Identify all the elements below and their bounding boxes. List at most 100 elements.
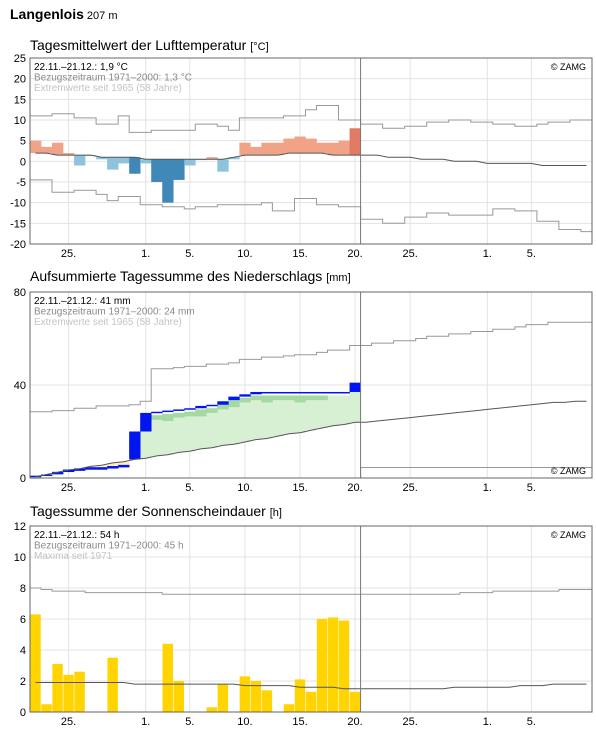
x-tick-label: 10. <box>237 482 252 494</box>
extreme-max-line <box>30 587 592 595</box>
sunshine-bar <box>217 684 229 712</box>
temperature-bar <box>52 142 64 156</box>
precipitation-above-step <box>151 411 163 414</box>
precipitation-band-accent <box>206 408 218 413</box>
plot-frame <box>29 525 593 713</box>
y-tick-label: 20 <box>14 74 26 86</box>
sunshine-bar <box>349 691 361 712</box>
precipitation-unit: [mm] <box>326 272 351 284</box>
temperature-chart-title: Tagesmittelwert der Lufttemperatur [°C] <box>30 37 269 53</box>
precipitation-step-edge <box>63 469 75 473</box>
temperature-bar <box>129 157 141 174</box>
y-tick-label: 2 <box>20 676 26 688</box>
y-tick-label: 5 <box>20 136 26 148</box>
precipitation-below-step <box>107 462 119 468</box>
y-tick-label: 10 <box>14 115 26 127</box>
x-tick-label: 25. <box>403 248 418 260</box>
sunshine-bar <box>173 681 184 712</box>
chart-panel-0: -20 -15 -10 -5 0 5 10 15 20 25 25. 1. 5. 10. 15. 20. 25.… <box>10 53 593 260</box>
x-tick-label: 25. <box>61 482 76 494</box>
precipitation-band-accent <box>217 404 229 410</box>
precipitation-band-accent <box>316 395 328 401</box>
x-tick-label: 25. <box>403 482 418 494</box>
temperature-bar <box>327 142 339 156</box>
precipitation-step-edge <box>74 468 86 471</box>
precipitation-below-step <box>118 461 130 467</box>
info-line-2: Maxima seit 1971 <box>34 551 113 562</box>
extreme-min-line <box>30 179 592 233</box>
precipitation-band-accent <box>151 415 163 420</box>
sunshine-bar <box>41 704 52 712</box>
info-line-0: 22.11.–21.12.: 54 h <box>34 530 119 541</box>
temperature-bar <box>272 142 284 156</box>
precipitation-step-edge <box>96 467 108 470</box>
copyright-label: © ZAMG <box>551 62 586 72</box>
copyright-label: © ZAMG <box>551 466 586 476</box>
precipitation-band-accent <box>294 395 306 403</box>
precipitation-step-edge <box>85 467 97 470</box>
x-tick-label: 20. <box>347 248 362 260</box>
x-tick-label: 1. <box>141 482 150 494</box>
precipitation-above-step <box>217 401 229 405</box>
y-tick-label: 12 <box>14 521 26 533</box>
x-tick-label: 25. <box>61 248 76 260</box>
y-tick-label: 80 <box>14 287 26 299</box>
precipitation-above-step <box>338 391 350 394</box>
precipitation-above-step <box>327 391 339 394</box>
sunshine-bar <box>52 663 63 712</box>
y-tick-label: 6 <box>20 614 26 626</box>
precipitation-band-accent <box>228 400 240 408</box>
sunshine-bar <box>283 704 295 712</box>
temperature-title-text: Tagesmittelwert der Lufttemperatur <box>30 37 247 53</box>
precipitation-above-step <box>184 408 196 410</box>
temperature-bar <box>239 142 251 156</box>
reference-line <box>35 152 587 166</box>
y-tick-label: -10 <box>10 198 26 210</box>
x-tick-label: 15. <box>292 482 307 494</box>
x-tick-label: 20. <box>347 716 362 728</box>
sunshine-bar <box>239 676 251 712</box>
precipitation-band-accent <box>195 409 207 417</box>
precipitation-band-accent <box>162 414 174 422</box>
precipitation-band-accent <box>272 395 284 401</box>
temperature-bar <box>140 159 152 164</box>
y-tick-label: 4 <box>20 645 26 657</box>
y-tick-label: 0 <box>20 473 26 485</box>
temperature-bar <box>184 159 196 166</box>
temperature-bar <box>74 155 86 166</box>
chart-panel-2: 0 2 4 6 8 10 12 25. 1. 5. 10. 15. 20. 25. 1. 5. 22.11.–2… <box>14 521 593 728</box>
x-tick-label: 5. <box>185 716 194 728</box>
y-tick-label: -15 <box>10 218 26 230</box>
precipitation-above-step <box>206 404 218 407</box>
temperature-bar <box>338 140 350 156</box>
precipitation-title-text: Aufsummierte Tagessumme des Niederschlag… <box>30 268 323 284</box>
x-tick-label: 5. <box>527 248 536 260</box>
sunshine-chart-title: Tagessumme der Sonnenscheindauer [h] <box>30 503 282 519</box>
sunshine-bar <box>206 707 218 712</box>
info-line-0: 22.11.–21.12.: 41 mm <box>34 296 131 307</box>
temperature-bar <box>63 153 75 156</box>
precipitation-band-accent <box>250 395 262 401</box>
sunshine-bar <box>162 643 173 712</box>
sunshine-bar <box>294 679 306 712</box>
y-tick-label: 0 <box>20 156 26 168</box>
precipitation-band-accent <box>184 411 196 417</box>
temperature-bar <box>206 157 218 160</box>
y-tick-label: 0 <box>20 707 26 719</box>
info-line-0: 22.11.–21.12.: 1,9 °C <box>34 62 128 73</box>
sunshine-title-text: Tagessumme der Sonnenscheindauer <box>30 503 266 519</box>
y-tick-label: 10 <box>14 552 26 564</box>
x-tick-label: 1. <box>483 248 492 260</box>
x-tick-label: 25. <box>61 716 76 728</box>
sunshine-bar <box>74 671 85 712</box>
precipitation-above-step <box>129 431 141 460</box>
x-tick-label: 1. <box>141 716 150 728</box>
temperature-bar <box>316 142 328 154</box>
y-tick-label: -5 <box>16 177 26 189</box>
sunshine-bar <box>327 617 339 712</box>
precipitation-band-accent <box>261 395 273 403</box>
temperature-unit: [°C] <box>250 41 269 53</box>
info-line-1: Bezugszeitraum 1971–2000: 1,3 °C <box>34 73 192 84</box>
precipitation-above-step <box>140 412 152 432</box>
